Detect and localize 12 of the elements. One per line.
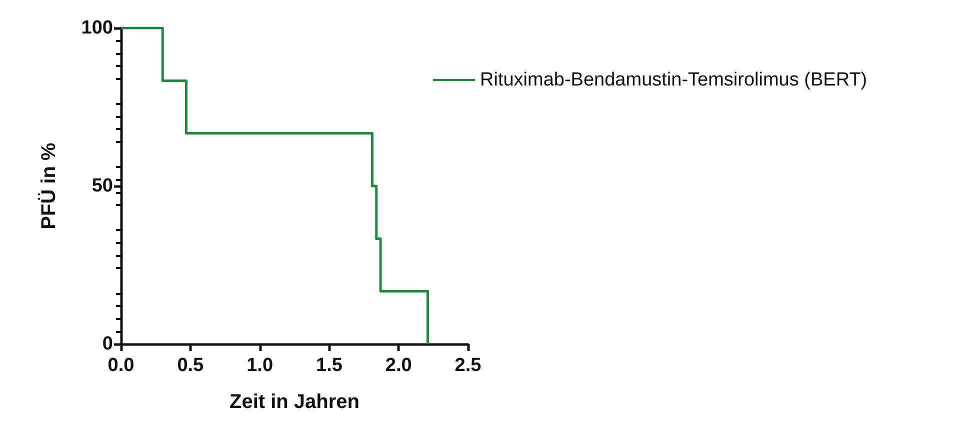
y-tick-label: 0 (102, 334, 113, 354)
x-tick-label: 1.5 (316, 355, 343, 376)
legend-label: Rituximab-Bendamustin-Temsirolimus (BERT) (480, 70, 868, 90)
x-tick-label: 0.0 (108, 355, 134, 376)
x-tick-label: 0.5 (177, 355, 204, 376)
y-tick-label: 50 (92, 176, 113, 196)
x-tick-label: 1.0 (246, 355, 274, 376)
x-tick-label: 2.5 (454, 355, 482, 376)
y-tick-label: 100 (81, 18, 113, 38)
y-axis-title: PFÜ in % (37, 142, 60, 230)
x-tick-label: 2.0 (385, 355, 412, 376)
x-axis-title: Zeit in Jahren (229, 391, 360, 413)
